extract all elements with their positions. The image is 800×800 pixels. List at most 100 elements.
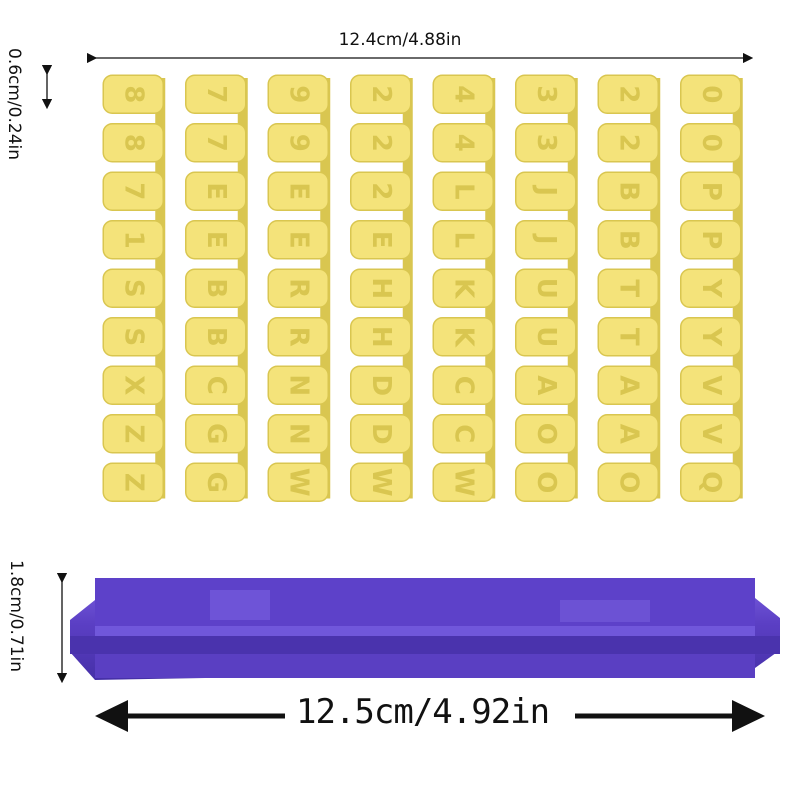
stamp-character: O: [613, 471, 643, 493]
letter-stamp: J: [515, 220, 577, 260]
stamp-character: N: [283, 423, 313, 445]
letter-stamp: C: [432, 365, 494, 405]
stamp-character: A: [531, 375, 561, 395]
stamp-character: H: [366, 326, 396, 348]
letter-stamp: 7: [185, 74, 247, 114]
letter-stamp: O: [597, 462, 659, 502]
stamp-character: 7: [118, 182, 148, 200]
letter-stamp: J: [515, 171, 577, 211]
stamp-character: 4: [448, 134, 478, 152]
stamp-character: O: [531, 423, 561, 445]
letter-stamp: B: [185, 317, 247, 357]
stamp-character: D: [366, 423, 396, 445]
stamp-character: A: [613, 375, 643, 395]
letter-stamp: B: [597, 220, 659, 260]
letter-stamp: H: [350, 317, 412, 357]
letter-stamp: 2: [597, 74, 659, 114]
letter-stamp: P: [680, 171, 742, 211]
letter-stamp: K: [432, 268, 494, 308]
letter-stamp: Z: [102, 462, 164, 502]
letter-stamp: D: [350, 365, 412, 405]
letter-stamp: U: [515, 317, 577, 357]
holder-height-label: 1.8cm/0.71in: [6, 560, 26, 673]
holder-width-label: 12.5cm/4.92in: [290, 692, 556, 732]
letter-stamp: Q: [680, 462, 742, 502]
letter-stamp: K: [432, 317, 494, 357]
stamp-character: 8: [118, 134, 148, 152]
stamp-character: 2: [613, 134, 643, 152]
letter-stamp: H: [350, 268, 412, 308]
letter-stamp: A: [597, 365, 659, 405]
letter-stamp: T: [597, 268, 659, 308]
stamp-character: P: [696, 182, 726, 201]
stamp-character: S: [118, 327, 148, 346]
letter-stamp: E: [185, 171, 247, 211]
letter-stamp: R: [267, 268, 329, 308]
stamp-character: E: [283, 182, 313, 200]
letter-stamp: 0: [680, 74, 742, 114]
letter-stamp: 3: [515, 123, 577, 163]
stamp-character: C: [201, 376, 231, 395]
stamp-character: E: [201, 182, 231, 200]
letter-stamp: 0: [680, 123, 742, 163]
letter-stamp: 2: [350, 123, 412, 163]
letter-stamp: A: [515, 365, 577, 405]
letter-stamp: G: [185, 414, 247, 454]
letter-stamp: E: [185, 220, 247, 260]
stamp-character: B: [613, 230, 643, 250]
stamp-character: Y: [696, 326, 726, 347]
stamp-holder-bar: [70, 578, 780, 680]
stamp-character: B: [201, 327, 231, 347]
stamp-character: T: [613, 328, 643, 346]
letter-stamp: C: [185, 365, 247, 405]
stamp-character: 9: [283, 85, 313, 103]
stamp-character: U: [531, 278, 561, 299]
stamp-character: W: [283, 468, 313, 497]
letter-stamp: 8: [102, 74, 164, 114]
stamp-character: B: [613, 181, 643, 201]
letter-stamp: S: [102, 268, 164, 308]
stamp-character: V: [696, 375, 726, 395]
stamp-character: P: [696, 230, 726, 249]
stamp-character: K: [448, 278, 478, 299]
letter-stamp: 2: [350, 74, 412, 114]
stamp-character: B: [201, 278, 231, 298]
letter-stamp: C: [432, 414, 494, 454]
letter-stamp: S: [102, 317, 164, 357]
letter-stamp: 7: [102, 171, 164, 211]
stamp-character: G: [201, 472, 231, 493]
stamp-character: 0: [696, 134, 726, 152]
letter-stamp: O: [515, 414, 577, 454]
stamp-character: R: [283, 327, 313, 347]
letter-height-label: 0.6cm/0.24in: [4, 48, 24, 161]
stamp-character: 2: [366, 85, 396, 103]
letter-stamp: E: [267, 171, 329, 211]
stamp-character: 4: [448, 85, 478, 103]
stamp-character: H: [366, 277, 396, 299]
stamp-character: 7: [201, 85, 231, 103]
holder-width-arrow: [95, 700, 765, 732]
letter-stamp: 7: [185, 123, 247, 163]
stamp-character: Y: [696, 278, 726, 299]
letter-stamp: W: [267, 462, 329, 502]
letter-stamp: L: [432, 171, 494, 211]
letter-stamp: N: [267, 365, 329, 405]
stamp-character: A: [613, 424, 643, 444]
letter-stamp: N: [267, 414, 329, 454]
letter-stamp: 3: [515, 74, 577, 114]
stamp-character: O: [531, 471, 561, 493]
stamp-character: D: [366, 374, 396, 396]
letter-stamp: L: [432, 220, 494, 260]
stamp-character: 3: [531, 134, 561, 152]
letter-stamp: 1: [102, 220, 164, 260]
letter-stamp-sheet: 8 8 7 1 S S X Z Z 7 7 E E B B C G G 9 9 E E R R N N W 2 2 2 E H H D D W 4 4 L L…: [102, 74, 743, 502]
letter-stamp: A: [597, 414, 659, 454]
letter-stamp: T: [597, 317, 659, 357]
letter-stamp: D: [350, 414, 412, 454]
stamp-character: R: [283, 278, 313, 298]
stamp-character: J: [531, 184, 561, 196]
letter-stamp: Y: [680, 268, 742, 308]
stamp-character: L: [448, 231, 478, 248]
letter-stamp: 4: [432, 74, 494, 114]
letter-stamp: 2: [597, 123, 659, 163]
